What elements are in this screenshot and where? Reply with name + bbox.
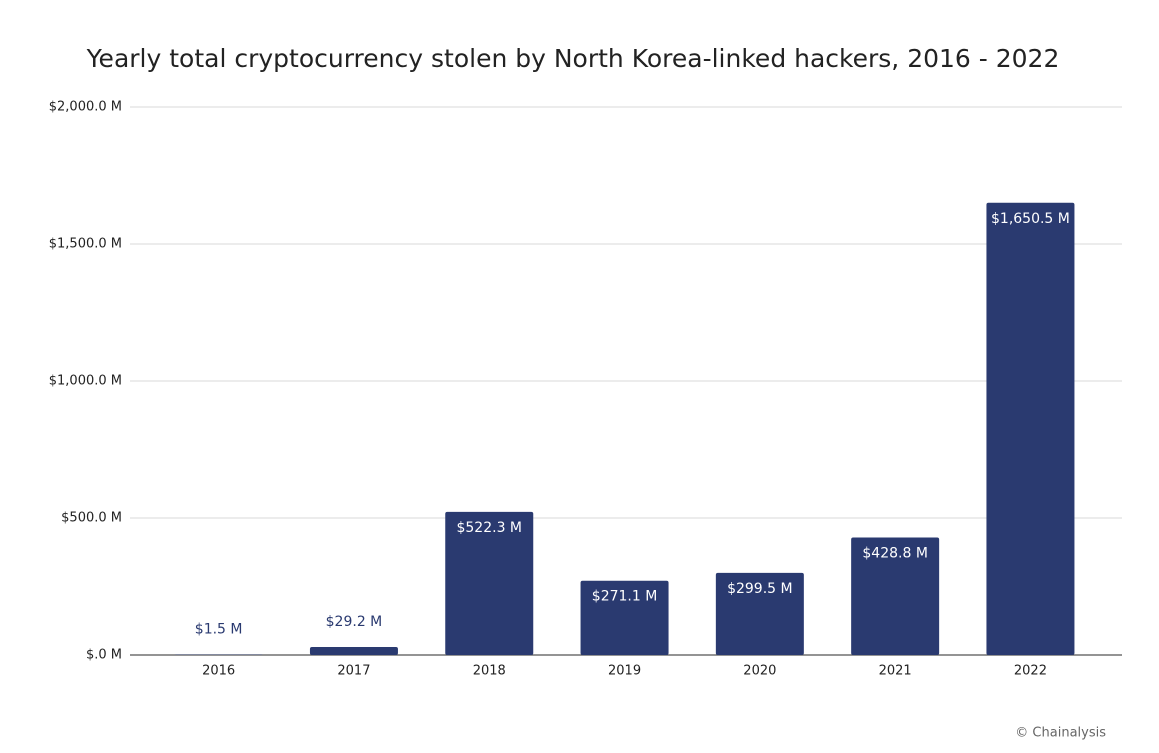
x-tick-label: 2021 bbox=[879, 664, 912, 679]
y-tick-label: $1,500.0 M bbox=[49, 237, 122, 252]
y-tick-label: $500.0 M bbox=[61, 511, 122, 526]
bar bbox=[445, 511, 534, 655]
x-tick-label: 2018 bbox=[473, 664, 506, 679]
value-label: $1.5 M bbox=[195, 622, 243, 638]
x-tick-label: 2016 bbox=[202, 664, 235, 679]
value-label: $299.5 M bbox=[727, 581, 793, 597]
value-label: $29.2 M bbox=[326, 614, 383, 630]
bar bbox=[580, 580, 669, 655]
bar bbox=[715, 572, 804, 655]
x-tick-label: 2019 bbox=[608, 664, 641, 679]
chart-title: Yearly total cryptocurrency stolen by No… bbox=[86, 44, 1060, 73]
y-tick-label: $2,000.0 M bbox=[49, 100, 122, 115]
bar bbox=[986, 202, 1075, 655]
value-label: $522.3 M bbox=[456, 520, 522, 536]
x-tick-label: 2017 bbox=[337, 664, 370, 679]
x-tick-label: 2022 bbox=[1014, 664, 1047, 679]
y-tick-label: $1,000.0 M bbox=[49, 374, 122, 389]
bar bbox=[851, 537, 940, 655]
source-note: © Chainalysis bbox=[1015, 726, 1106, 741]
value-label: $1,650.5 M bbox=[991, 211, 1070, 227]
value-label: $428.8 M bbox=[862, 546, 928, 562]
value-label: $271.1 M bbox=[592, 589, 658, 605]
y-tick-label: $.0 M bbox=[86, 648, 122, 663]
x-tick-label: 2020 bbox=[743, 664, 776, 679]
bar bbox=[309, 646, 398, 655]
